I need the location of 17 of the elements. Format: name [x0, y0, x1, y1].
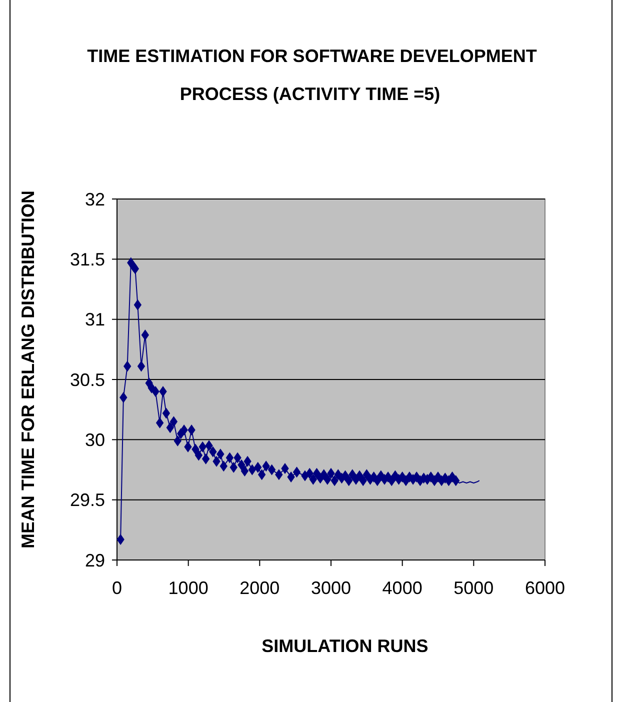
y-tick-label: 30: [84, 430, 105, 450]
x-tick-label: 3000: [310, 578, 352, 598]
y-tick-label: 29: [84, 550, 105, 570]
x-tick-label: 1000: [168, 578, 208, 598]
x-tick-label: 2000: [240, 578, 280, 598]
x-tick-label: 5000: [454, 578, 494, 598]
x-tick-label: 0: [112, 578, 122, 598]
chart-title: TIME ESTIMATION FOR SOFTWARE DEVELOPMENT PROCESS (ACTIVITY TIME =5): [87, 46, 537, 104]
x-axis-title: SIMULATION RUNS: [262, 636, 428, 656]
y-tick-label: 31: [84, 310, 105, 330]
x-tick-label: 4000: [382, 578, 422, 598]
y-tick-label: 30.5: [70, 370, 105, 390]
y-tick-label: 29.5: [70, 490, 105, 510]
y-axis-title: MEAN TIME FOR ERLANG DISTRIBUTION: [18, 190, 38, 548]
y-tick-label: 32: [84, 189, 105, 210]
x-tick-label: 6000: [524, 578, 566, 598]
y-tick-label: 31.5: [70, 249, 105, 270]
